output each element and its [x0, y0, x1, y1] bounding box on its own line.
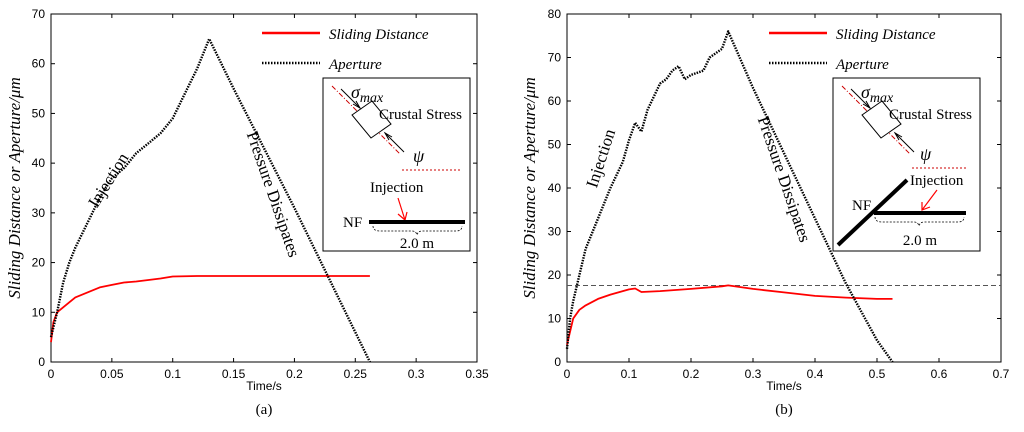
- length-label: 2.0 m: [903, 233, 938, 249]
- legend-label-aperture: Aperture: [835, 57, 889, 73]
- length-brace: [874, 216, 965, 227]
- y-tick-label: 50: [32, 106, 46, 120]
- x-tick-label: 0.1: [621, 367, 638, 381]
- chart-panel-a: 0 0.05 0.1 0.15 0.2 0.25 0.3 0.35 0 10 20 30 40 50 60 7…: [5, 7, 489, 418]
- y-tick-label: 30: [548, 225, 562, 239]
- y-tick-label: 50: [548, 138, 562, 152]
- y-tick-label: 40: [548, 181, 562, 195]
- stress-direction-line: [841, 85, 911, 155]
- sigma-symbol: σ: [351, 82, 361, 102]
- y-tick-label: 80: [548, 7, 562, 21]
- injection-label: Injection: [910, 173, 964, 189]
- chart-panel-b: 0 0.1 0.2 0.3 0.4 0.5 0.6 0.701020304050607080 …: [520, 7, 1010, 418]
- compression-arrowhead-upper: [352, 100, 362, 110]
- legend-label-sliding: Sliding Distance: [329, 27, 429, 43]
- injection-arrow: [397, 197, 406, 221]
- legend: Sliding Distance Aperture: [769, 27, 936, 73]
- compression-arrow-lower: [894, 132, 915, 153]
- x-axis-label: Time/s: [766, 379, 802, 393]
- y-tick-label: 10: [32, 305, 46, 319]
- x-tick-label: 0.05: [100, 367, 124, 381]
- sigma-max-label: σmax: [351, 82, 384, 106]
- x-tick-label: 0.6: [931, 367, 948, 381]
- x-tick-label: 0.35: [465, 367, 489, 381]
- compression-arrowhead-lower: [383, 131, 393, 141]
- series-line-sliding-distance: [566, 284, 893, 345]
- axis-ticks: 0 0.1 0.2 0.3 0.4 0.5 0.6 0.7 0 10 20 30 40 50 60 70 80: [548, 7, 1010, 381]
- y-tick-label: 0: [38, 355, 45, 369]
- y-tick-label: 20: [548, 268, 562, 282]
- compression-arrow-upper: [340, 88, 361, 109]
- compression-arrowhead-lower: [893, 131, 903, 141]
- series-line-aperture: [49, 37, 371, 363]
- x-tick-label: 0: [564, 367, 571, 381]
- panel-label: (a): [256, 402, 273, 418]
- x-tick-label: 0.3: [408, 367, 425, 381]
- y-tick-label: 20: [32, 256, 46, 270]
- inset-diagram: σmax Crustal Stress ψ Injection NF 2.0 m: [322, 77, 471, 252]
- axis-ticks: 0 0.05 0.1 0.15 0.2 0.25 0.3 0.35 0 10 20 30 40 50 60 7…: [32, 7, 489, 381]
- inclined-natural-fracture: [836, 178, 909, 247]
- stress-direction-line: [331, 85, 401, 155]
- inset-diagram: σmax Crustal Stress ψ Injection NF 2.0 m: [832, 77, 981, 252]
- x-tick-label: 0.2: [683, 367, 700, 381]
- series-line-sliding-distance: [50, 275, 370, 343]
- x-tick-label: 0.2: [286, 367, 303, 381]
- sigma-max-label: σmax: [861, 82, 894, 106]
- crustal-stress-label: Crustal Stress: [379, 107, 462, 123]
- x-tick-label: 0.5: [869, 367, 886, 381]
- x-tick-label: 0: [48, 367, 55, 381]
- x-tick-label: 0.4: [807, 367, 824, 381]
- y-tick-label: 70: [548, 51, 562, 65]
- compression-arrow-upper: [850, 88, 871, 109]
- y-axis-label: Sliding Distance or Aperture/μm: [520, 77, 539, 299]
- y-tick-label: 10: [548, 312, 562, 326]
- sigma-subscript: max: [360, 91, 384, 106]
- x-tick-label: 0.15: [222, 367, 246, 381]
- psi-label: ψ: [920, 144, 932, 164]
- series-group: [49, 37, 371, 363]
- legend-label-sliding: Sliding Distance: [836, 27, 936, 43]
- sigma-subscript: max: [870, 91, 894, 106]
- x-tick-label: 0.3: [745, 367, 762, 381]
- legend-label-aperture: Aperture: [328, 57, 382, 73]
- y-tick-label: 70: [32, 7, 46, 21]
- psi-label: ψ: [413, 146, 425, 166]
- stress-element-box: [351, 100, 392, 139]
- nf-label: NF: [852, 198, 871, 214]
- y-axis-label: Sliding Distance or Aperture/μm: [5, 77, 24, 299]
- length-label: 2.0 m: [400, 236, 435, 252]
- y-tick-label: 30: [32, 206, 46, 220]
- y-tick-label: 60: [32, 57, 46, 71]
- y-tick-label: 40: [32, 156, 46, 170]
- crustal-stress-label: Crustal Stress: [889, 107, 972, 123]
- injection-arrowhead: [921, 202, 931, 211]
- length-brace: [372, 225, 463, 236]
- x-axis-label: Time/s: [246, 379, 282, 393]
- injection-label: Injection: [370, 180, 424, 196]
- x-tick-label: 0.7: [993, 367, 1010, 381]
- legend: Sliding Distance Aperture: [262, 27, 429, 73]
- inset-frame: [832, 77, 981, 252]
- injection-arrow: [921, 189, 938, 211]
- x-tick-label: 0.1: [164, 367, 181, 381]
- series-group: [565, 30, 894, 363]
- x-tick-label: 0.25: [344, 367, 368, 381]
- stress-element-box: [861, 100, 902, 139]
- panel-label: (b): [775, 402, 793, 418]
- compression-arrow-lower: [384, 132, 405, 153]
- y-tick-label: 60: [548, 94, 562, 108]
- nf-label: NF: [343, 215, 362, 231]
- compression-arrowhead-upper: [862, 100, 872, 110]
- sigma-symbol: σ: [861, 82, 871, 102]
- y-tick-label: 0: [554, 355, 561, 369]
